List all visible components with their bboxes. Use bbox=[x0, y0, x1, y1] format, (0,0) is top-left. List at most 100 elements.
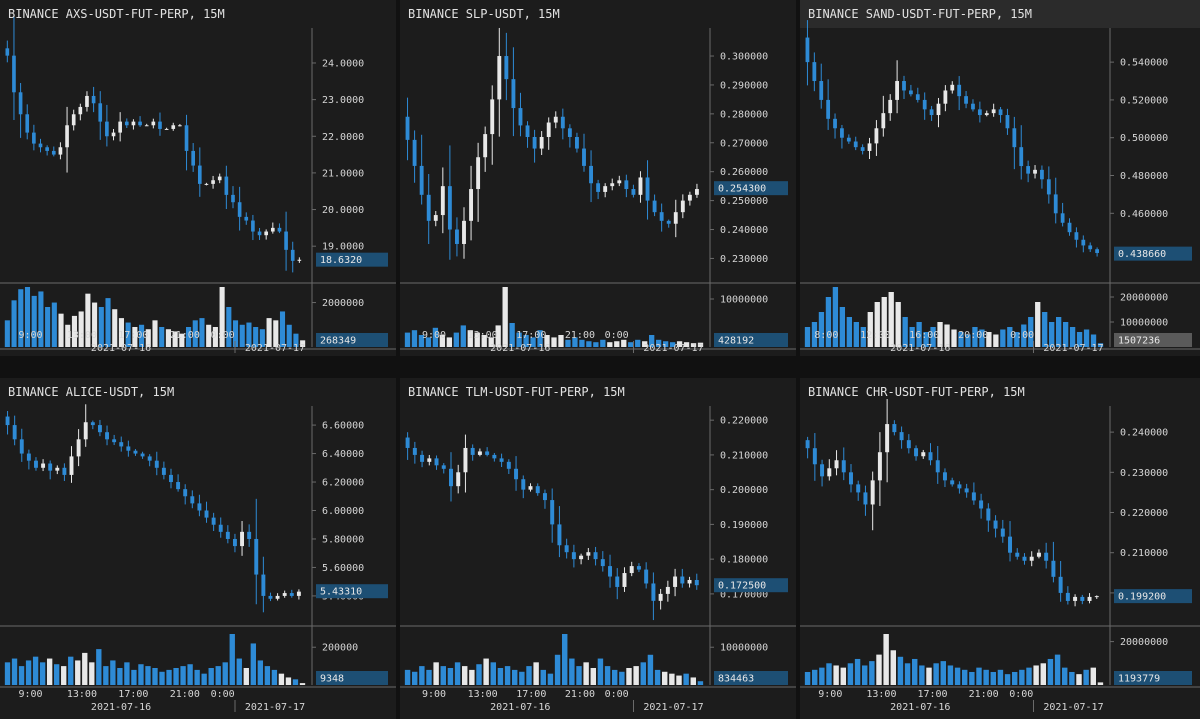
price-tick-label: 0.290000 bbox=[720, 80, 768, 91]
candle-body bbox=[571, 552, 576, 560]
price-tick-label: 0.270000 bbox=[720, 138, 768, 149]
candle-body bbox=[950, 480, 955, 485]
candle-body bbox=[65, 125, 69, 148]
volume-bar bbox=[159, 671, 165, 685]
volume-bar bbox=[909, 327, 915, 347]
chart-canvas[interactable]: 24.0000 23.0000 22.0000 21.0000 20.0000 19.00… bbox=[0, 0, 396, 356]
volume-bar bbox=[951, 329, 957, 347]
volume-bar bbox=[883, 634, 889, 685]
volume-bar bbox=[983, 669, 989, 685]
chart-canvas[interactable]: 0.220000 0.210000 0.200000 0.190000 0.180000… bbox=[400, 378, 796, 719]
candle-body bbox=[629, 566, 634, 574]
volume-bar bbox=[819, 667, 825, 685]
chart-canvas[interactable]: 6.60000 6.40000 6.20000 6.00000 5.80000 5.600… bbox=[0, 378, 396, 719]
volume-bar bbox=[540, 669, 546, 685]
candle-body bbox=[441, 465, 446, 469]
candle-body bbox=[434, 458, 439, 466]
candle-body bbox=[231, 194, 235, 203]
candle-body bbox=[1026, 166, 1031, 174]
candle-body bbox=[483, 134, 488, 158]
volume-bar bbox=[4, 320, 10, 347]
candle-body bbox=[833, 118, 837, 129]
candle-body bbox=[45, 147, 49, 151]
volume-bar bbox=[965, 334, 971, 347]
chart-title: BINANCE SLP-USDT, 15M bbox=[408, 7, 560, 21]
candle-body bbox=[525, 125, 530, 137]
candle-body bbox=[55, 467, 60, 471]
price-tick-label: 0.280000 bbox=[720, 109, 768, 120]
chart-panel-chr[interactable]: BINANCE CHR-USDT-FUT-PERP, 15M 0.240000 0… bbox=[800, 378, 1200, 719]
candle-body bbox=[440, 186, 445, 216]
volume-bar bbox=[159, 327, 165, 347]
volume-bar bbox=[236, 658, 242, 685]
date-label: 2021-07-17 bbox=[245, 343, 305, 354]
volume-bar bbox=[554, 654, 561, 685]
candle-body bbox=[497, 56, 502, 100]
chart-canvas[interactable]: 0.540000 0.520000 0.500000 0.480000 0.460000… bbox=[800, 0, 1200, 356]
candle-body bbox=[636, 566, 641, 570]
candle-body bbox=[1008, 536, 1013, 553]
candle-body bbox=[169, 474, 173, 483]
volume-bar bbox=[18, 666, 25, 685]
candle-body bbox=[105, 432, 109, 440]
volume-bar bbox=[607, 342, 613, 347]
candle-body bbox=[455, 229, 459, 244]
date-label: 2021-07-16 bbox=[890, 702, 950, 713]
chart-panel-tlm[interactable]: BINANCE TLM-USDT-FUT-PERP, 15M 0.220000 0… bbox=[400, 378, 796, 719]
volume-bar bbox=[930, 327, 936, 347]
last-volume-box bbox=[316, 333, 388, 347]
candle-body bbox=[405, 116, 410, 140]
volume-bar bbox=[201, 673, 207, 685]
volume-bar bbox=[279, 311, 286, 347]
candle-body bbox=[419, 165, 424, 195]
volume-bar bbox=[222, 662, 228, 685]
volume-bar bbox=[923, 332, 929, 347]
candle-body bbox=[834, 460, 839, 469]
candle-body bbox=[1088, 245, 1093, 250]
last-volume-box bbox=[316, 671, 388, 685]
candle-body bbox=[895, 81, 899, 100]
candle-body bbox=[673, 212, 678, 224]
candle-body bbox=[617, 180, 622, 184]
candle-body bbox=[915, 94, 920, 100]
volume-bar bbox=[818, 312, 825, 347]
volume-bar bbox=[600, 339, 606, 347]
chart-panel-sand[interactable]: BINANCE SAND-USDT-FUT-PERP, 15M 0.540000… bbox=[800, 0, 1200, 356]
candle-body bbox=[191, 150, 195, 166]
candle-body bbox=[902, 81, 906, 91]
time-tick-label: 0:00 bbox=[211, 689, 235, 700]
volume-bar bbox=[1069, 671, 1075, 685]
price-tick-label: 24.0000 bbox=[322, 58, 364, 69]
candle-body bbox=[244, 216, 249, 221]
volume-bar bbox=[1000, 329, 1006, 347]
chart-title: BINANCE AXS-USDT-FUT-PERP, 15M bbox=[8, 7, 225, 21]
candle-body bbox=[158, 121, 162, 129]
last-price-label: 0.438660 bbox=[1118, 249, 1166, 260]
volume-bar bbox=[888, 292, 894, 347]
candle-body bbox=[218, 524, 223, 532]
chart-panel-axs[interactable]: BINANCE AXS-USDT-FUT-PERP, 15M 24.0000 23… bbox=[0, 0, 396, 356]
price-tick-label: 0.220000 bbox=[720, 416, 768, 427]
volume-bar bbox=[145, 329, 151, 347]
candle-body bbox=[183, 489, 188, 497]
volume-bar bbox=[1035, 302, 1041, 347]
candle-body bbox=[161, 467, 166, 475]
candle-body bbox=[645, 177, 650, 201]
volume-bar bbox=[502, 287, 508, 347]
candle-body bbox=[1094, 596, 1099, 598]
candle-body bbox=[826, 99, 831, 119]
candle-body bbox=[921, 452, 926, 457]
candle-body bbox=[268, 595, 273, 599]
chart-canvas[interactable]: 0.300000 0.290000 0.280000 0.270000 0.260000… bbox=[400, 0, 796, 356]
volume-bar bbox=[152, 668, 158, 685]
candle-body bbox=[85, 95, 89, 107]
time-tick-label: 9:00 bbox=[422, 689, 446, 700]
price-tick-label: 22.0000 bbox=[322, 132, 364, 143]
chart-panel-alice[interactable]: BINANCE ALICE-USDT, 15M 6.60000 6.40000 6.… bbox=[0, 378, 396, 719]
chart-canvas[interactable]: 0.2400000.2300000.2200000.2100000.200000… bbox=[800, 378, 1200, 719]
volume-bar bbox=[916, 322, 922, 347]
chart-panel-slp[interactable]: BINANCE SLP-USDT, 15M 0.300000 0.290000 0.… bbox=[400, 0, 796, 356]
candle-body bbox=[151, 121, 156, 126]
candle-body bbox=[140, 453, 145, 457]
time-tick-label: 17:00 bbox=[516, 689, 546, 700]
